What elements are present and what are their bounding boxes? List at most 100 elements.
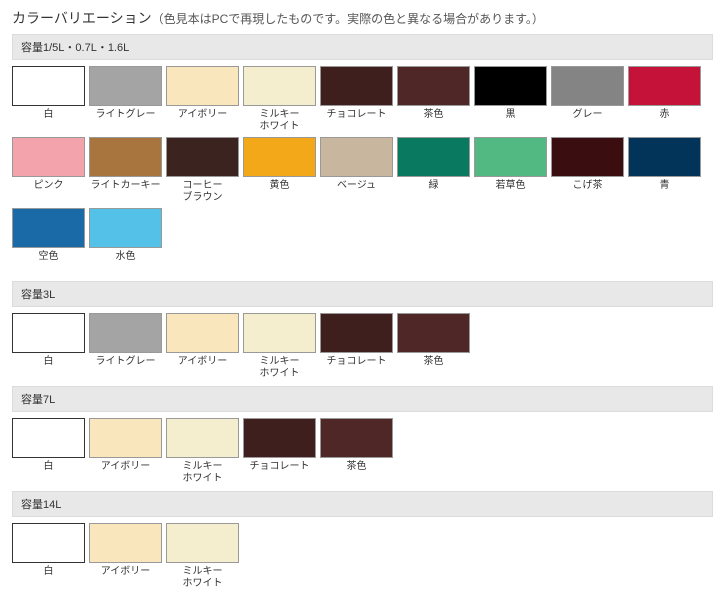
swatch-color <box>166 66 239 106</box>
section-header: 容量3L <box>12 281 713 307</box>
color-variation-container: カラーバリエーション（色見本はPCで再現したものです。実際の色と異なる場合があり… <box>0 0 725 602</box>
swatch-color <box>89 523 162 563</box>
swatch-label: 茶色 <box>424 356 444 380</box>
swatch-color <box>397 66 470 106</box>
swatch-color <box>12 523 85 563</box>
swatch-item[interactable]: アイボリー <box>89 418 162 485</box>
swatch-color <box>243 313 316 353</box>
swatch-item[interactable]: 白 <box>12 313 85 380</box>
swatch-item[interactable]: 青 <box>628 137 701 204</box>
swatch-label: 赤 <box>660 109 670 133</box>
swatch-item[interactable]: アイボリー <box>89 523 162 590</box>
swatch-color <box>320 137 393 177</box>
swatch-label: ミルキー ホワイト <box>260 109 300 133</box>
swatch-label: 白 <box>44 566 54 590</box>
swatch-label: 青 <box>660 180 670 204</box>
swatch-label: アイボリー <box>101 566 151 590</box>
swatch-color <box>243 66 316 106</box>
swatch-label: 黒 <box>506 109 516 133</box>
swatch-label: チョコレート <box>327 109 387 133</box>
swatch-color <box>628 137 701 177</box>
swatch-color <box>166 523 239 563</box>
swatch-color <box>166 418 239 458</box>
section-header: 容量1/5L・0.7L・1.6L <box>12 34 713 60</box>
swatch-color <box>551 137 624 177</box>
swatch-label: アイボリー <box>178 109 228 133</box>
swatch-color <box>320 66 393 106</box>
swatch-item[interactable]: グレー <box>551 66 624 133</box>
swatch-color <box>89 137 162 177</box>
swatch-item[interactable]: こげ茶 <box>551 137 624 204</box>
swatch-color <box>397 137 470 177</box>
swatch-color <box>89 208 162 248</box>
page-title: カラーバリエーション（色見本はPCで再現したものです。実際の色と異なる場合があり… <box>12 8 713 28</box>
swatch-row: 白ライトグレーアイボリー ミルキー ホワイト チョコレート茶色黒 グレー 赤ピンク ライト… <box>12 66 713 275</box>
swatch-item[interactable]: 白 <box>12 66 85 133</box>
swatch-label: チョコレート <box>250 461 310 485</box>
swatch-color <box>12 208 85 248</box>
swatch-row: 白 アイボリー ミルキー ホワイト <box>12 523 713 590</box>
swatch-color <box>12 66 85 106</box>
swatch-label: ベージュ <box>337 180 376 204</box>
swatch-item[interactable]: ミルキー ホワイト <box>243 313 316 380</box>
swatch-color <box>320 418 393 458</box>
swatch-item[interactable]: 茶色 <box>320 418 393 485</box>
swatch-item[interactable]: 黄色 <box>243 137 316 204</box>
swatch-item[interactable]: 若草色 <box>474 137 547 204</box>
swatch-color <box>166 313 239 353</box>
swatch-item[interactable]: アイボリー <box>166 313 239 380</box>
swatch-color <box>243 137 316 177</box>
swatch-item[interactable]: 白 <box>12 418 85 485</box>
section-header: 容量7L <box>12 386 713 412</box>
swatch-item[interactable]: ミルキー ホワイト <box>166 523 239 590</box>
swatch-item[interactable]: 茶色 <box>397 313 470 380</box>
swatch-item[interactable]: ライトグレー <box>89 313 162 380</box>
swatch-item[interactable]: ピンク <box>12 137 85 204</box>
swatch-color <box>397 313 470 353</box>
swatch-color <box>320 313 393 353</box>
swatch-item[interactable]: アイボリー <box>166 66 239 133</box>
swatch-item[interactable]: ベージュ <box>320 137 393 204</box>
swatch-item[interactable]: 緑 <box>397 137 470 204</box>
swatch-label: こげ茶 <box>573 180 603 204</box>
swatch-color <box>12 418 85 458</box>
swatch-item[interactable]: ミルキー ホワイト <box>166 418 239 485</box>
swatch-color <box>166 137 239 177</box>
swatch-label: ミルキー ホワイト <box>260 356 300 380</box>
title-main: カラーバリエーション <box>12 10 152 26</box>
swatch-label: アイボリー <box>178 356 228 380</box>
swatch-item[interactable]: 茶色 <box>397 66 470 133</box>
swatch-item[interactable]: チョコレート <box>243 418 316 485</box>
swatch-item[interactable]: 水色 <box>89 208 162 275</box>
swatch-item[interactable]: 空色 <box>12 208 85 275</box>
swatch-label: ライトグレー <box>96 109 156 133</box>
swatch-item[interactable]: コーヒー ブラウン <box>166 137 239 204</box>
swatch-row: 白アイボリーミルキー ホワイトチョコレート茶色 <box>12 418 713 485</box>
sections-wrapper: 容量1/5L・0.7L・1.6L白ライトグレーアイボリーミルキー ホワイトチョコ… <box>12 34 713 590</box>
swatch-item[interactable]: ミルキー ホワイト <box>243 66 316 133</box>
swatch-item[interactable]: チョコレート <box>320 66 393 133</box>
swatch-label: ライトカーキー <box>91 180 161 204</box>
swatch-color <box>12 137 85 177</box>
swatch-label: 白 <box>44 356 54 380</box>
swatch-label: ライトグレー <box>96 356 156 380</box>
swatch-row: 白 ライトグレーアイボリー ミルキー ホワイト チョコレート 茶色 <box>12 313 713 380</box>
swatch-color <box>628 66 701 106</box>
swatch-color <box>474 66 547 106</box>
swatch-item[interactable]: 黒 <box>474 66 547 133</box>
section-header: 容量14L <box>12 491 713 517</box>
swatch-item[interactable]: 赤 <box>628 66 701 133</box>
swatch-item[interactable]: チョコレート <box>320 313 393 380</box>
swatch-label: 黄色 <box>270 180 290 204</box>
swatch-label: チョコレート <box>327 356 387 380</box>
swatch-label: 若草色 <box>496 180 526 204</box>
swatch-item[interactable]: 白 <box>12 523 85 590</box>
swatch-color <box>243 418 316 458</box>
swatch-label: ミルキー ホワイト <box>183 566 223 590</box>
swatch-label: グレー <box>573 109 603 133</box>
swatch-item[interactable]: ライトグレー <box>89 66 162 133</box>
swatch-label: ピンク <box>34 180 64 204</box>
swatch-color <box>89 66 162 106</box>
swatch-label: コーヒー ブラウン <box>183 180 223 204</box>
swatch-item[interactable]: ライトカーキー <box>89 137 162 204</box>
